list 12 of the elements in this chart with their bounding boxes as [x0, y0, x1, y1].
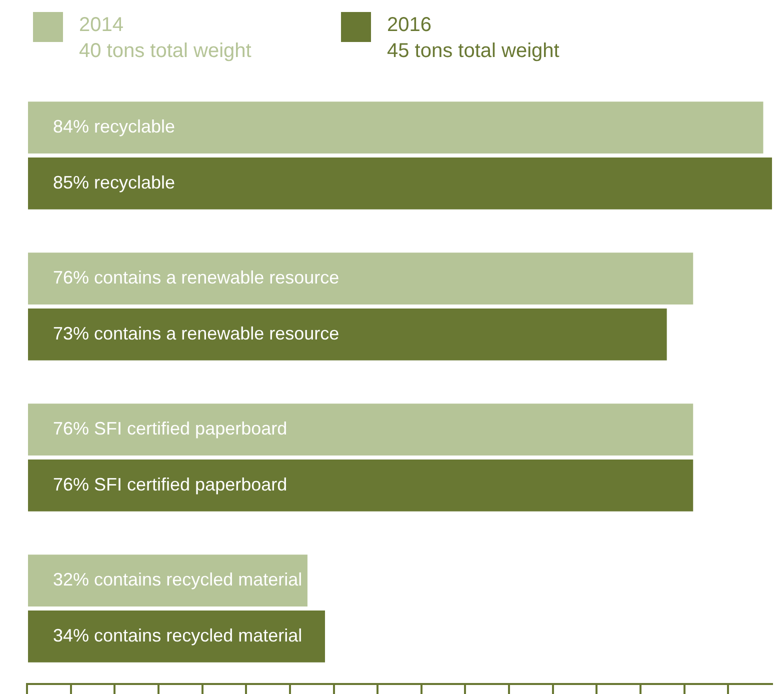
data-label: 84% recyclable	[53, 116, 176, 137]
data-label: 73% contains a renewable resource	[53, 323, 340, 344]
legend-label: 2016	[387, 13, 432, 38]
data-label: 76% SFI certified paperboard	[53, 474, 288, 494]
legend-label: 2014	[79, 13, 124, 38]
data-label: 76% contains a renewable resource	[53, 268, 340, 288]
data-label: 32% contains recycled material	[53, 570, 302, 590]
text: 45 tons total weight	[387, 39, 560, 64]
data-label: 34% contains recycled material	[53, 625, 302, 646]
data-label: 85% recyclable	[53, 172, 176, 192]
text: 40 tons total weight	[79, 39, 252, 64]
data-label: 76% SFI certified paperboard	[53, 418, 288, 439]
